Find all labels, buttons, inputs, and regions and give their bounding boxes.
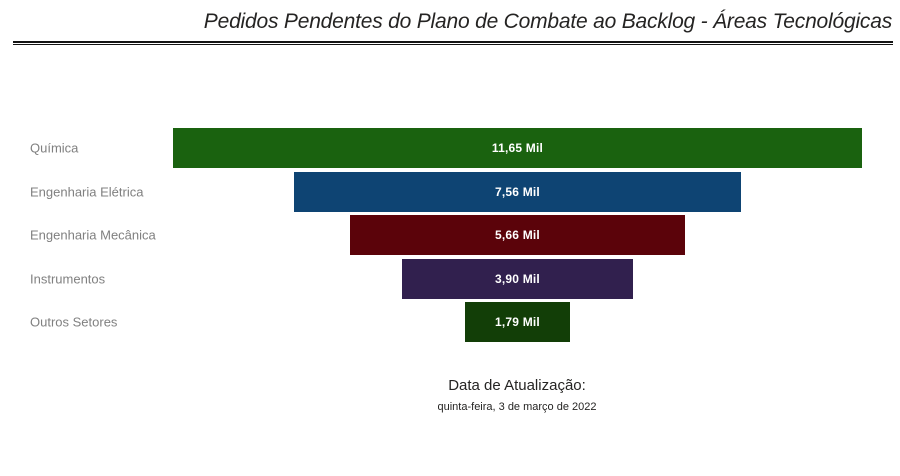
category-label: Engenharia Mecânica bbox=[30, 227, 156, 243]
funnel-bar[interactable]: 11,65 Mil bbox=[173, 128, 862, 168]
funnel-row: Engenharia Mecânica 5,66 Mil bbox=[0, 215, 900, 255]
bar-value-label: 11,65 Mil bbox=[491, 141, 544, 155]
bar-value-label: 1,79 Mil bbox=[495, 315, 540, 329]
bar-value-label: 7,56 Mil bbox=[495, 184, 540, 199]
update-date-block: Data de Atualização: quinta-feira, 3 de … bbox=[217, 376, 817, 414]
category-label: Outros Setores bbox=[30, 314, 118, 330]
funnel-bar[interactable]: 5,66 Mil bbox=[350, 215, 685, 255]
page-title: Pedidos Pendentes do Plano de Combate ao… bbox=[203, 10, 892, 33]
funnel-row: Química 11,65 Mil bbox=[0, 128, 900, 168]
category-label: Química bbox=[30, 140, 79, 156]
funnel-bar[interactable]: 7,56 Mil bbox=[293, 171, 742, 212]
funnel-row: Instrumentos 3,90 Mil bbox=[0, 258, 900, 299]
funnel-row: Outros Setores 1,79 Mil bbox=[0, 302, 900, 342]
funnel-row: Engenharia Elétrica 7,56 Mil bbox=[0, 171, 900, 212]
bar-value-label: 5,66 Mil bbox=[495, 228, 540, 242]
bar-value-label: 3,90 Mil bbox=[495, 271, 540, 286]
funnel-bar[interactable]: 3,90 Mil bbox=[402, 258, 633, 299]
title-underline bbox=[13, 41, 893, 45]
category-label: Instrumentos bbox=[30, 271, 106, 286]
funnel-bar[interactable]: 1,79 Mil bbox=[464, 302, 571, 342]
update-date-value: quinta-feira, 3 de março de 2022 bbox=[437, 401, 597, 413]
category-label: Engenharia Elétrica bbox=[30, 184, 144, 199]
update-date-label: Data de Atualização: bbox=[448, 377, 586, 394]
